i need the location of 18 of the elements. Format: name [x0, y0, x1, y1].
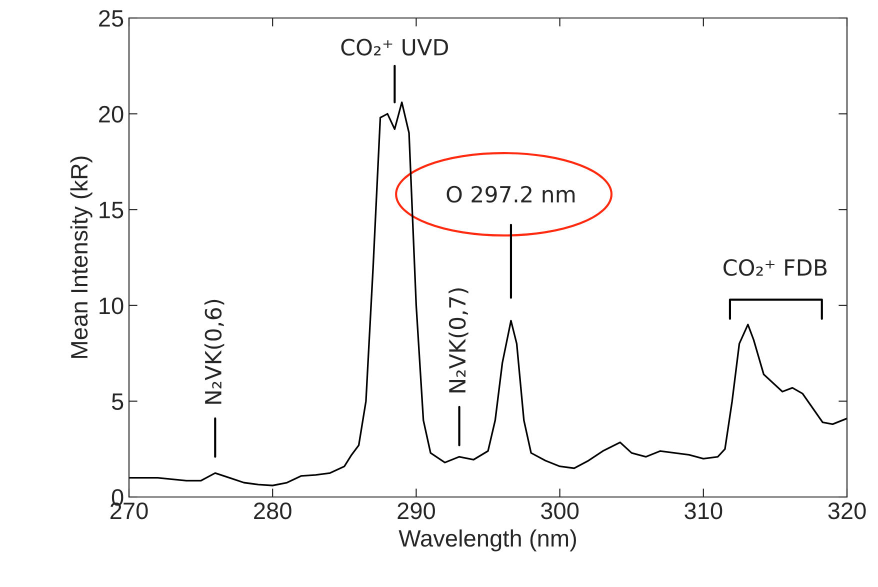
annotation: O 297.2 nm — [446, 186, 575, 203]
annotation: N₂VK(0,6) — [204, 300, 224, 404]
y-tick-label: 10 — [100, 297, 124, 314]
y-axis-title: Mean Intensity (kR) — [70, 156, 92, 358]
annotation: N₂VK(0,7) — [448, 288, 468, 392]
x-tick-label: 290 — [398, 502, 435, 520]
annotation: CO₂⁺ FDB — [724, 259, 827, 276]
x-axis-title: Wavelength (nm) — [398, 529, 576, 552]
x-tick-label: 280 — [254, 502, 292, 520]
x-tick-label: 300 — [541, 502, 579, 520]
x-tick-label: 310 — [684, 502, 722, 520]
y-tick-label: 25 — [99, 10, 124, 27]
x-tick-label: 320 — [828, 502, 866, 520]
line-series — [129, 101, 847, 486]
y-tick-label: 20 — [99, 106, 124, 123]
annotation: CO₂⁺ UVD — [341, 38, 448, 56]
y-tick-label: 5 — [112, 394, 124, 410]
y-tick-label: 15 — [100, 202, 124, 218]
